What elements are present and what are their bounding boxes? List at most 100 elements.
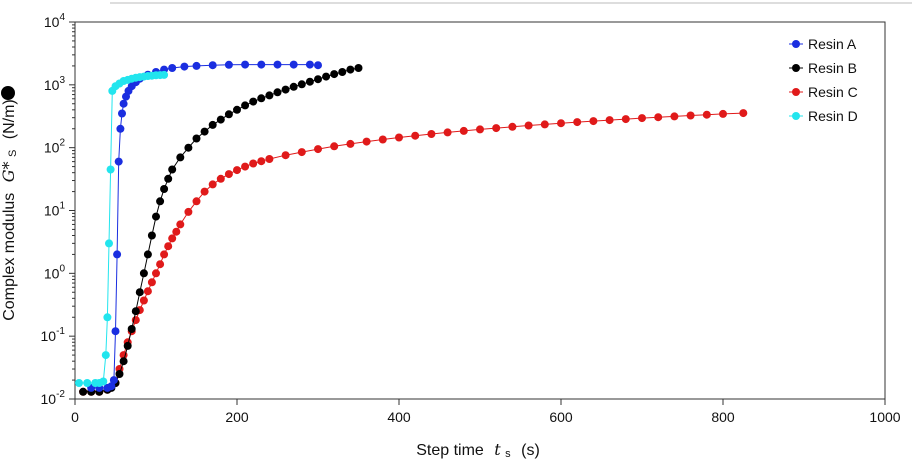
data-point [508,122,517,131]
data-point [176,220,185,229]
data-point [702,110,711,119]
data-point [224,60,233,69]
legend-label: Resin A [808,36,857,52]
x-axis: 0 200 400 600 800 1000 [71,399,901,425]
data-point [111,327,120,336]
data-point [305,77,314,86]
data-point [443,128,452,137]
data-point [75,379,83,387]
data-point [265,155,274,163]
y-tick-exponent: 4 [59,12,65,23]
data-point [492,124,501,133]
data-point [281,151,290,160]
data-point [192,134,201,143]
data-point [224,110,233,119]
data-point [164,174,173,183]
data-point [135,288,144,297]
legend-marker [792,112,800,120]
data-point [314,75,322,84]
legend-label: Resin B [808,60,857,76]
data-point [719,109,727,118]
data-point [289,82,298,91]
data-point [476,125,484,134]
data-point [739,109,748,118]
legend-entry: Resin B [789,60,857,76]
data-point [113,250,122,259]
data-point [638,114,646,123]
x-tick-label: 800 [711,409,735,425]
y-tick-exponent: 3 [59,75,65,86]
data-point [573,118,582,127]
data-point [114,157,123,166]
data-point [172,227,181,236]
data-point [346,139,355,148]
data-point [160,185,169,193]
y-axis-title-main: Complex modulus [1,193,18,321]
data-point [589,117,598,126]
data-point [101,351,110,360]
data-point [160,70,169,79]
data-point [540,120,549,129]
data-point [83,379,92,387]
data-point [200,187,209,196]
y-tick-exponent: 2 [59,138,65,149]
data-point [107,382,116,391]
legend-marker [792,64,800,72]
data-point [281,85,290,94]
data-point [147,278,156,287]
data-point [106,165,115,174]
data-point [314,61,322,70]
y-tick-label: 10-2 [41,389,66,407]
series-resin-c [79,109,748,396]
data-point [273,60,282,69]
data-point [103,313,112,322]
data-point [621,115,630,124]
data-point [297,148,306,157]
y-tick-exponent: -2 [56,389,65,400]
y-tick-base: 10 [44,77,60,93]
data-point [265,91,274,100]
data-point [184,143,193,152]
data-point [119,357,128,366]
y-tick-base: 10 [41,391,57,407]
data-point [216,174,225,183]
data-point [459,126,468,135]
data-point [322,72,331,81]
data-point [156,260,165,269]
data-point [192,61,201,70]
data-point [249,97,258,106]
data-point [362,137,371,146]
series-layer [75,60,748,396]
data-point [208,180,217,189]
data-point [686,111,695,120]
x-axis-title-main: Step time [416,442,484,459]
y-axis-title-symbol: G* [0,161,18,182]
y-axis-title: Complex modulus G* S (N/m) [0,99,20,321]
x-axis-title: Step time t s (s) [416,440,540,459]
x-tick-label: 600 [549,409,573,425]
data-point [115,370,124,378]
data-point [119,99,128,108]
data-point [257,60,266,69]
data-point [305,60,314,69]
x-axis-title-unit: (s) [521,442,540,459]
data-point [116,124,125,133]
data-point [654,113,663,122]
data-point [273,88,282,97]
legend-label: Resin C [808,84,858,100]
y-tick-label: 100 [44,263,66,281]
y-tick-exponent: 0 [59,263,65,274]
data-point [184,207,193,216]
data-point [105,239,113,248]
data-point [257,94,266,103]
data-point [241,162,250,171]
data-point [241,60,250,69]
data-point [118,109,126,118]
y-tick-label: 102 [44,138,66,156]
data-point [143,250,152,259]
data-point [670,112,679,121]
x-tick-label: 1000 [869,409,900,425]
data-point [354,64,363,72]
data-point [176,153,185,162]
